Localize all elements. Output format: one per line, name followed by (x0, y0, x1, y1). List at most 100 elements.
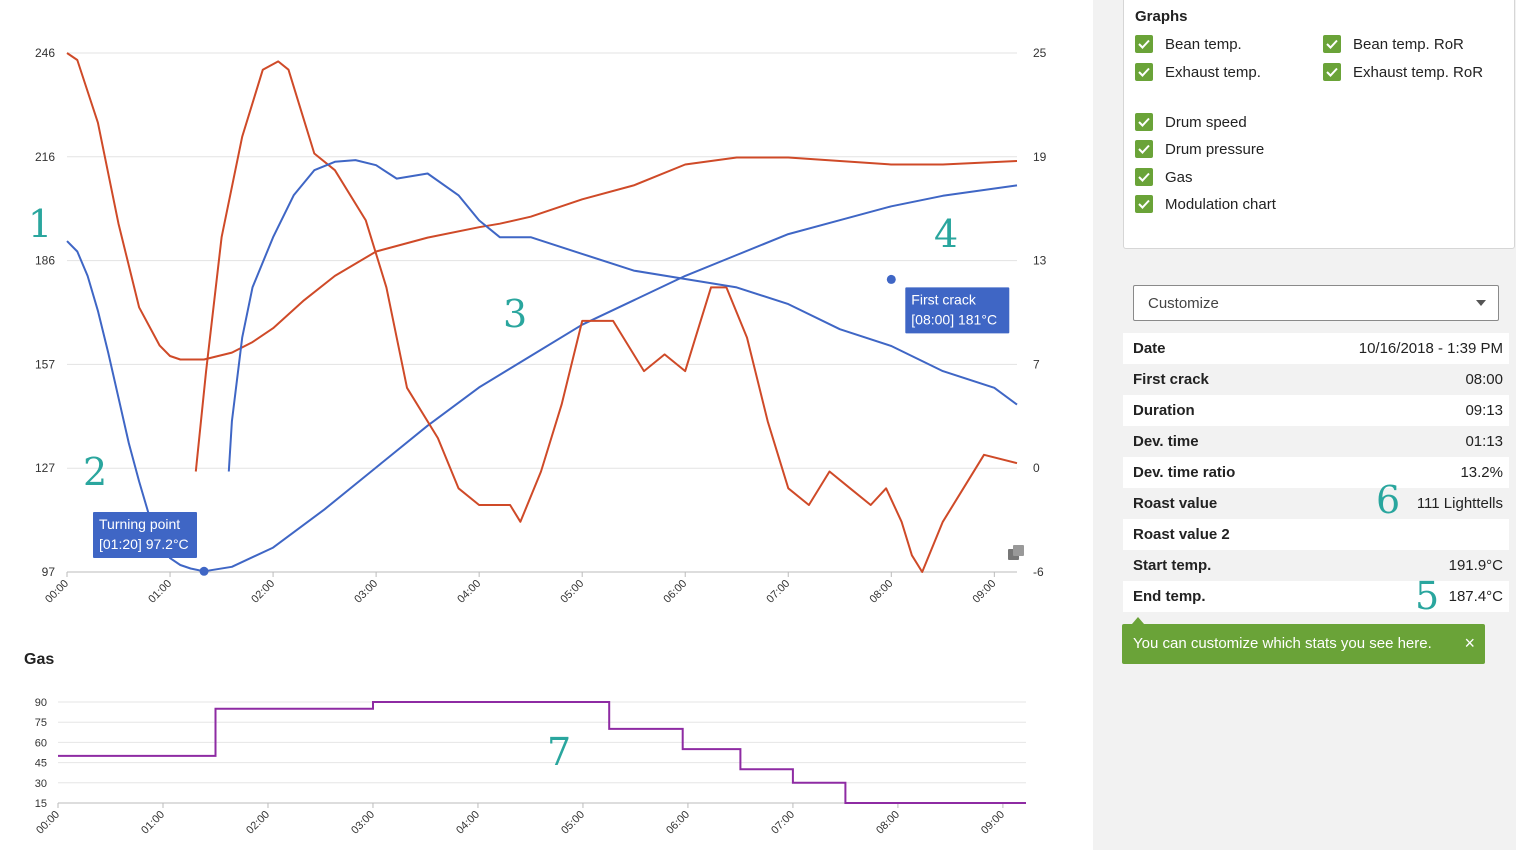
annotation-point (199, 566, 209, 576)
stat-label: Roast value 2 (1133, 526, 1230, 543)
y-tick-label: 45 (35, 758, 47, 770)
stat-label: Duration (1133, 402, 1195, 419)
stat-row-date: Date 10/16/2018 - 1:39 PM (1123, 333, 1509, 364)
series-line-gas (58, 701, 1026, 804)
stat-row-end-temp: End temp. 187.4°C (1123, 581, 1509, 612)
checkbox-bean-temp[interactable]: Bean temp. (1135, 35, 1242, 53)
y-left-tick-label: 127 (35, 461, 55, 475)
charts-area: 246 216 186 157 127 97 25 19 13 7 0 -6 00:00 01:00 02:… (24, 46, 1047, 837)
checkbox-label: Drum speed (1165, 113, 1247, 131)
x-tick-label: 07:00 (764, 578, 792, 606)
stat-value: 01:13 (1465, 433, 1503, 450)
stat-row-roast-value: Roast value 111 Lighttells (1123, 488, 1509, 519)
export-icon[interactable] (1008, 545, 1024, 561)
stat-label: First crack (1133, 371, 1209, 388)
checkbox-label: Bean temp. (1165, 35, 1242, 53)
callout-badge-5: 5 (1415, 574, 1440, 618)
annotation-title: Turning point (99, 516, 180, 532)
checkbox-exhaust-temp-ror[interactable]: Exhaust temp. RoR (1323, 63, 1483, 81)
stat-label: Start temp. (1133, 557, 1212, 574)
series-line-bean-temp-ror (194, 60, 1018, 573)
callout-badge-7: 7 (547, 730, 572, 774)
y-right-tick-label: 13 (1033, 254, 1047, 268)
stat-row-dev-time-ratio: Dev. time ratio 13.2% (1123, 457, 1509, 488)
x-tick-label: 02:00 (249, 578, 277, 606)
checkbox-label: Exhaust temp. (1165, 63, 1261, 81)
x-tick-label: 02:00 (244, 809, 272, 837)
checkbox-bean-temp-ror[interactable]: Bean temp. RoR (1323, 35, 1464, 53)
callout-badge-1: 1 (28, 202, 53, 246)
close-icon[interactable]: × (1464, 633, 1475, 653)
checkbox-drum-pressure[interactable]: Drum pressure (1135, 140, 1264, 158)
customize-select-value: Customize (1148, 295, 1219, 312)
series-line-bean-temp (66, 184, 1018, 573)
check-icon (1135, 63, 1153, 81)
x-tick-label: 01:00 (146, 578, 174, 606)
check-icon (1323, 63, 1341, 81)
y-tick-label: 15 (35, 798, 47, 810)
x-tick-label: 09:00 (971, 578, 999, 606)
check-icon (1135, 35, 1153, 53)
chevron-down-icon (1476, 300, 1486, 306)
y-right-tick-label: 7 (1033, 357, 1040, 371)
x-tick-label: 05:00 (559, 809, 587, 837)
stat-value: 09:13 (1465, 402, 1503, 419)
annotation-value: [01:20] 97.2°C (99, 536, 189, 552)
y-right-tick-label: 19 (1033, 150, 1047, 164)
y-left-tick-label: 186 (35, 254, 55, 268)
stat-value: 187.4°C (1448, 588, 1503, 605)
y-left-tick-label: 97 (42, 565, 56, 579)
stat-value: 191.9°C (1448, 557, 1503, 574)
stat-row-first-crack: First crack 08:00 (1123, 364, 1509, 395)
y-tick-label: 60 (35, 737, 47, 749)
stat-value: 111 Lighttells (1416, 495, 1503, 512)
check-icon (1323, 35, 1341, 53)
stat-value: 10/16/2018 - 1:39 PM (1358, 340, 1503, 357)
checkbox-gas[interactable]: Gas (1135, 168, 1193, 186)
checkbox-label: Exhaust temp. RoR (1353, 63, 1484, 81)
x-tick-label: 00:00 (34, 809, 62, 837)
stat-value: 13.2% (1460, 464, 1503, 481)
checkbox-label: Gas (1165, 168, 1193, 186)
toast-arrow (1132, 617, 1144, 624)
annotation-point (886, 274, 896, 284)
x-tick-label: 04:00 (455, 578, 483, 606)
stats-table: Date 10/16/2018 - 1:39 PM First crack 08:00… (1123, 333, 1509, 612)
x-tick-label: 04:00 (454, 809, 482, 837)
y-tick-label: 75 (35, 717, 47, 729)
y-left-tick-label: 157 (35, 357, 55, 371)
check-icon (1135, 195, 1153, 213)
checkbox-label: Drum pressure (1165, 140, 1265, 158)
checkbox-drum-speed[interactable]: Drum speed (1135, 113, 1247, 131)
customize-select[interactable]: Customize (1133, 285, 1499, 321)
stat-label: Dev. time ratio (1133, 464, 1236, 481)
check-icon (1135, 113, 1153, 131)
x-tick-label: 08:00 (874, 809, 902, 837)
toast-text: You can customize which stats you see he… (1133, 635, 1432, 652)
x-tick-label: 06:00 (664, 809, 692, 837)
x-tick-label: 06:00 (661, 578, 689, 606)
y-right-tick-label: 25 (1033, 46, 1047, 60)
stat-row-roast-value-2: Roast value 2 (1123, 519, 1509, 550)
stat-value: 08:00 (1465, 371, 1503, 388)
x-tick-label: 07:00 (769, 809, 797, 837)
callout-badge-3: 3 (503, 292, 528, 336)
checkbox-modulation-chart[interactable]: Modulation chart (1135, 195, 1276, 213)
right-panel: Graphs Bean temp. Bean temp. RoR Exhaust… (1093, 0, 1516, 850)
x-tick-label: 00:00 (43, 578, 71, 606)
y-right-tick-label: 0 (1033, 461, 1040, 475)
series-line-exhaust-temp-ror (227, 159, 1018, 472)
graphs-title: Graphs (1135, 8, 1188, 25)
y-left-tick-label: 216 (35, 150, 55, 164)
stat-row-duration: Duration 09:13 (1123, 395, 1509, 426)
gas-chart-title: Gas (24, 651, 54, 668)
checkbox-label: Bean temp. RoR (1353, 35, 1464, 53)
stat-label: Date (1133, 340, 1166, 357)
y-left-tick-label: 246 (35, 46, 55, 60)
x-tick-label: 03:00 (352, 578, 380, 606)
checkbox-exhaust-temp[interactable]: Exhaust temp. (1135, 63, 1261, 81)
x-tick-label: 09:00 (979, 809, 1007, 837)
x-tick-label: 03:00 (349, 809, 377, 837)
x-tick-label: 01:00 (139, 809, 167, 837)
